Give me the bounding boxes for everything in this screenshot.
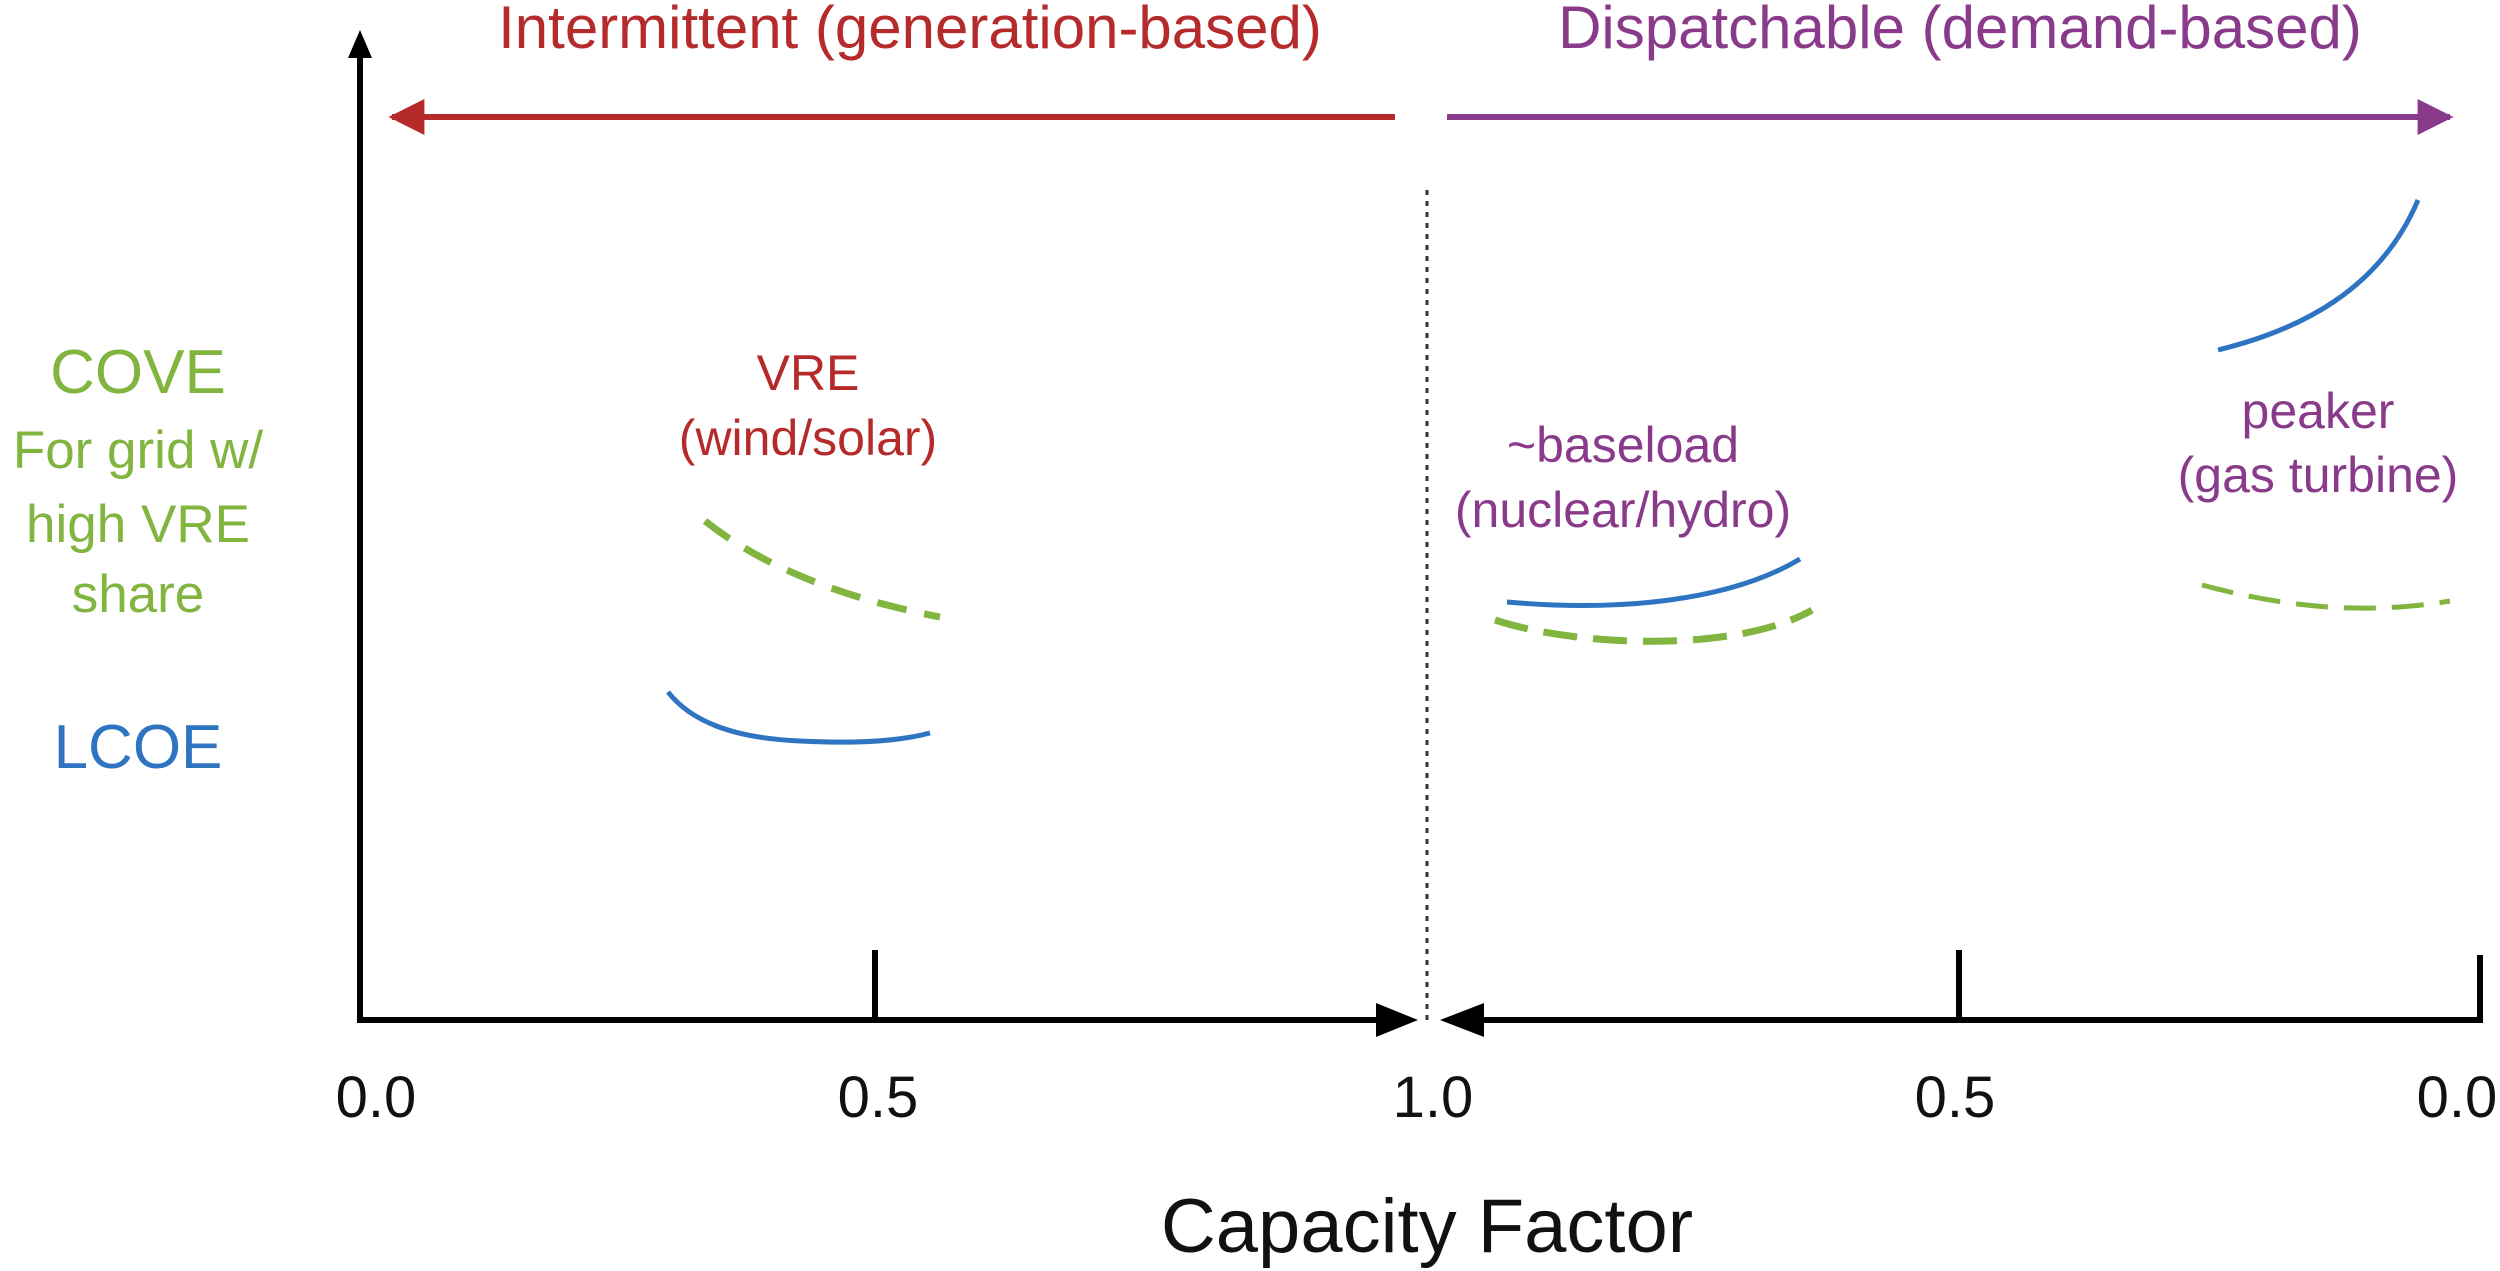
baseload-label-line2: (nuclear/hydro) (1455, 482, 1791, 538)
baseload-lcoe-curve (1506, 556, 1802, 608)
legend-cove-note-line2: high VRE (26, 495, 250, 554)
legend-cove-note-line1: For grid w/ (13, 421, 264, 480)
tick-label-right-0: 0.0 (2417, 1065, 2498, 1130)
peaker-label-line1: peaker (2242, 383, 2395, 439)
tick-label-left-0.5: 0.5 (838, 1065, 919, 1130)
dispatchable-title: Dispatchable (demand-based) (1558, 0, 2362, 61)
tick-label-right-0.5: 0.5 (1915, 1065, 1996, 1130)
x-axis-left-arrowhead (1376, 1003, 1418, 1037)
y-axis-arrowhead (348, 30, 372, 58)
vre-label-line2: (wind/solar) (679, 410, 937, 466)
tick-label-left-0: 0.0 (336, 1065, 417, 1130)
vre-label-line1: VRE (757, 345, 860, 401)
peaker-lcoe-curve (2217, 199, 2421, 353)
tick-label-center-1: 1.0 (1393, 1065, 1474, 1130)
legend-cove: COVE (50, 338, 226, 407)
intermittent-title: Intermittent (generation-based) (498, 0, 1322, 61)
legend-lcoe: LCOE (54, 713, 223, 782)
vre-lcoe-curve (666, 690, 931, 745)
peaker-label-line2: (gas turbine) (2178, 447, 2459, 503)
baseload-cove-curve (1493, 606, 1814, 645)
x-axis-title: Capacity Factor (1161, 1184, 1693, 1269)
peaker-cove-curve (2201, 582, 2451, 611)
vre-cove-curve (702, 518, 941, 621)
x-axis-right-arrowhead (1440, 1003, 1484, 1037)
baseload-label-line1: ~baseload (1507, 417, 1739, 473)
legend-cove-note-line3: share (72, 565, 205, 624)
